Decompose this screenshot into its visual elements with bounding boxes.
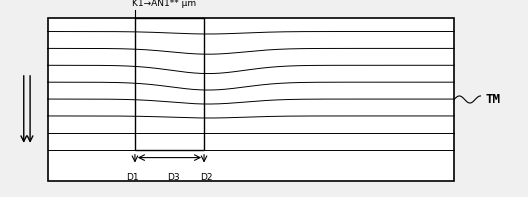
Text: TM: TM	[486, 93, 501, 106]
Text: D2: D2	[201, 173, 213, 182]
Bar	[135, 18, 204, 150]
Text: D3: D3	[167, 173, 180, 182]
Text: D1: D1	[126, 173, 139, 182]
Bar	[48, 18, 454, 181]
Text: K1→AN1** μm: K1→AN1** μm	[133, 0, 196, 8]
